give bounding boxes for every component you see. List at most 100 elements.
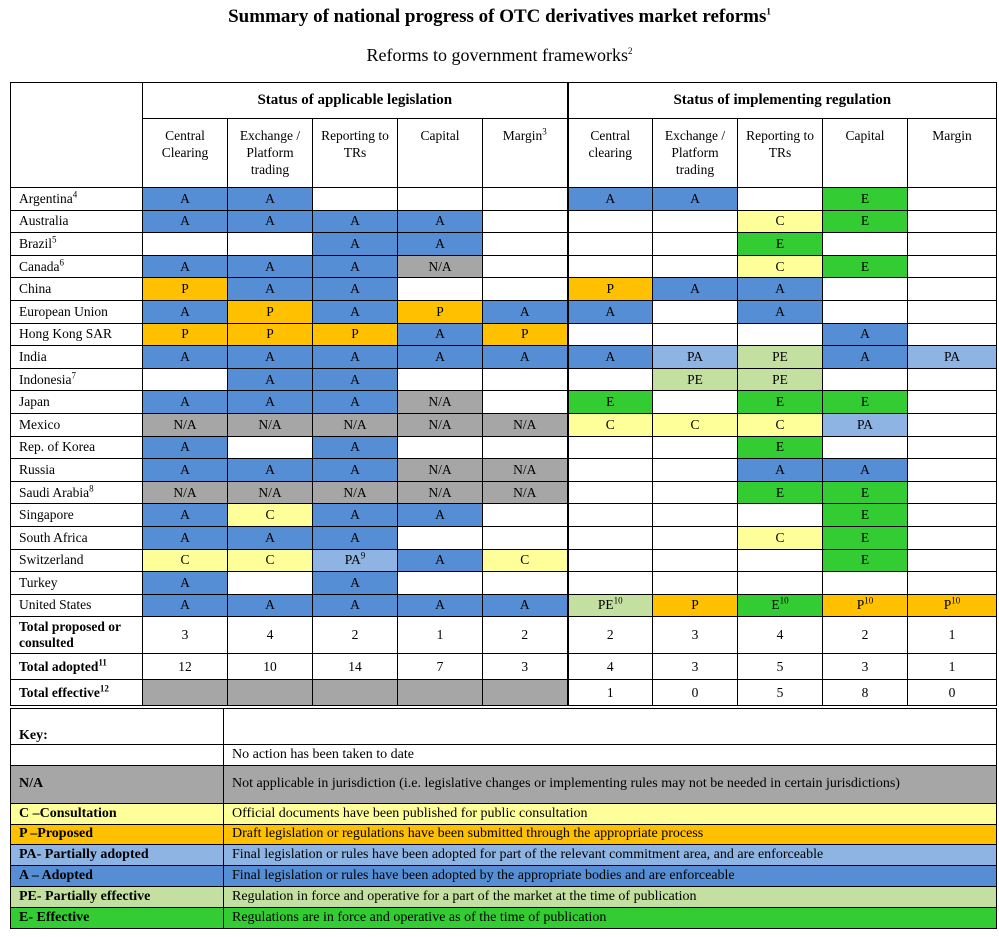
status-value: A xyxy=(350,439,360,455)
status-value: E xyxy=(860,190,870,206)
country-label: Mexico xyxy=(19,416,61,432)
status-value: E xyxy=(860,213,870,229)
corner-cell xyxy=(10,82,143,188)
status-cell xyxy=(907,254,998,279)
status-cell: P xyxy=(312,322,398,347)
status-cell xyxy=(652,209,739,234)
totals-value: 2 xyxy=(481,616,569,655)
status-cell: A xyxy=(227,187,313,211)
progress-table: Status of applicable legislation Status … xyxy=(10,82,998,707)
table-row: Turkey A A xyxy=(10,571,998,595)
status-value: A xyxy=(180,394,190,410)
status-cell: A xyxy=(312,593,398,618)
totals-value: 0 xyxy=(652,679,739,707)
status-value: C xyxy=(690,416,700,432)
status-cell xyxy=(481,390,569,414)
country-label: Brazil xyxy=(19,235,52,251)
status-cell: PA9 xyxy=(312,548,398,573)
column-header-legislation-2: Reporting to TRs xyxy=(312,118,398,188)
totals-value: 8 xyxy=(822,679,909,707)
table-row: Singapore A C A A E xyxy=(10,503,998,527)
key-row: N/A Not applicable in jurisdiction (i.e. … xyxy=(10,764,997,804)
status-cell: A xyxy=(227,458,313,482)
status-value: A xyxy=(350,235,360,251)
status-value: E xyxy=(860,258,870,274)
key-description: Regulation in force and operative for a … xyxy=(223,885,997,908)
status-value: A xyxy=(180,439,190,455)
status-cell xyxy=(481,367,569,392)
totals-row: Total proposed or consulted 3 4 2 1 2 2 3 4 2 1 xyxy=(10,616,998,655)
status-cell xyxy=(907,299,998,324)
status-cell xyxy=(481,254,569,279)
totals-value: 12 xyxy=(142,653,228,681)
subtitle-text: Reforms to government frameworks xyxy=(366,45,628,65)
status-value: N/A xyxy=(428,461,452,477)
column-header-regulation-1: Exchange / Platform trading xyxy=(652,118,739,188)
status-value: P xyxy=(351,326,359,342)
status-cell xyxy=(481,187,569,211)
key-description: Final legislation or rules have been ado… xyxy=(223,865,997,887)
status-cell xyxy=(566,525,654,550)
status-value: N/A xyxy=(343,416,367,432)
status-value: P xyxy=(266,326,274,342)
status-cell xyxy=(907,412,998,437)
status-value: P xyxy=(691,597,699,613)
status-value: A xyxy=(350,348,360,364)
status-value: A xyxy=(350,258,360,274)
status-cell: A xyxy=(312,299,398,324)
totals-value: 7 xyxy=(397,653,483,681)
totals-value xyxy=(397,679,483,707)
status-cell xyxy=(652,390,739,414)
key-code: P –Proposed xyxy=(10,823,224,846)
column-header-regulation-0: Central clearing xyxy=(566,118,654,188)
country-name: Indonesia7 xyxy=(10,367,143,392)
key-code: C –Consultation xyxy=(10,802,224,825)
totals-value: 3 xyxy=(652,616,739,655)
status-value: A xyxy=(350,461,360,477)
country-label: Rep. of Korea xyxy=(19,439,96,455)
status-value: E xyxy=(860,394,870,410)
table-row: Saudi Arabia8 N/A N/A N/A N/A N/A E E xyxy=(10,480,998,505)
column-header-regulation-2: Reporting to TRs xyxy=(737,118,824,188)
status-cell xyxy=(227,232,313,256)
status-value: E xyxy=(771,597,780,613)
status-value: C xyxy=(265,507,275,523)
status-cell xyxy=(481,435,569,460)
status-cell xyxy=(566,322,654,347)
status-cell: E xyxy=(822,209,909,234)
status-value: C xyxy=(265,552,275,568)
status-cell: A xyxy=(312,571,398,595)
country-label: Australia xyxy=(19,213,69,229)
status-value: PA xyxy=(944,348,961,364)
column-header-legislation-0: Central Clearing xyxy=(142,118,228,188)
status-value: A xyxy=(435,235,445,251)
status-cell: P xyxy=(481,322,569,347)
status-cell xyxy=(142,367,228,392)
status-value: A xyxy=(180,213,190,229)
country-label: South Africa xyxy=(19,529,88,545)
status-value: A xyxy=(519,303,530,319)
status-cell xyxy=(566,548,654,573)
status-cell xyxy=(566,209,654,234)
status-cell xyxy=(907,525,998,550)
status-cell: E xyxy=(737,435,824,460)
status-cell xyxy=(227,435,313,460)
status-cell xyxy=(907,232,998,256)
table-row: Indonesia7 A A PE PE xyxy=(10,367,998,392)
status-cell: N/A xyxy=(481,480,569,505)
status-cell: N/A xyxy=(312,480,398,505)
table-row: Australia A A A A C E xyxy=(10,209,998,234)
key-row: E- Effective Regulations are in force and… xyxy=(10,906,997,929)
totals-value: 3 xyxy=(481,653,569,681)
status-value: PA xyxy=(857,416,874,432)
totals-label-text: Total effective xyxy=(19,684,100,700)
status-cell xyxy=(481,232,569,256)
key-code: N/A xyxy=(10,764,224,804)
status-cell: A xyxy=(312,503,398,527)
country-footnote: 5 xyxy=(52,234,57,245)
status-value: A xyxy=(860,348,870,364)
status-cell: E xyxy=(822,548,909,573)
status-value: A xyxy=(435,507,445,523)
totals-value: 1 xyxy=(566,679,654,707)
country-name: Turkey xyxy=(10,571,143,595)
